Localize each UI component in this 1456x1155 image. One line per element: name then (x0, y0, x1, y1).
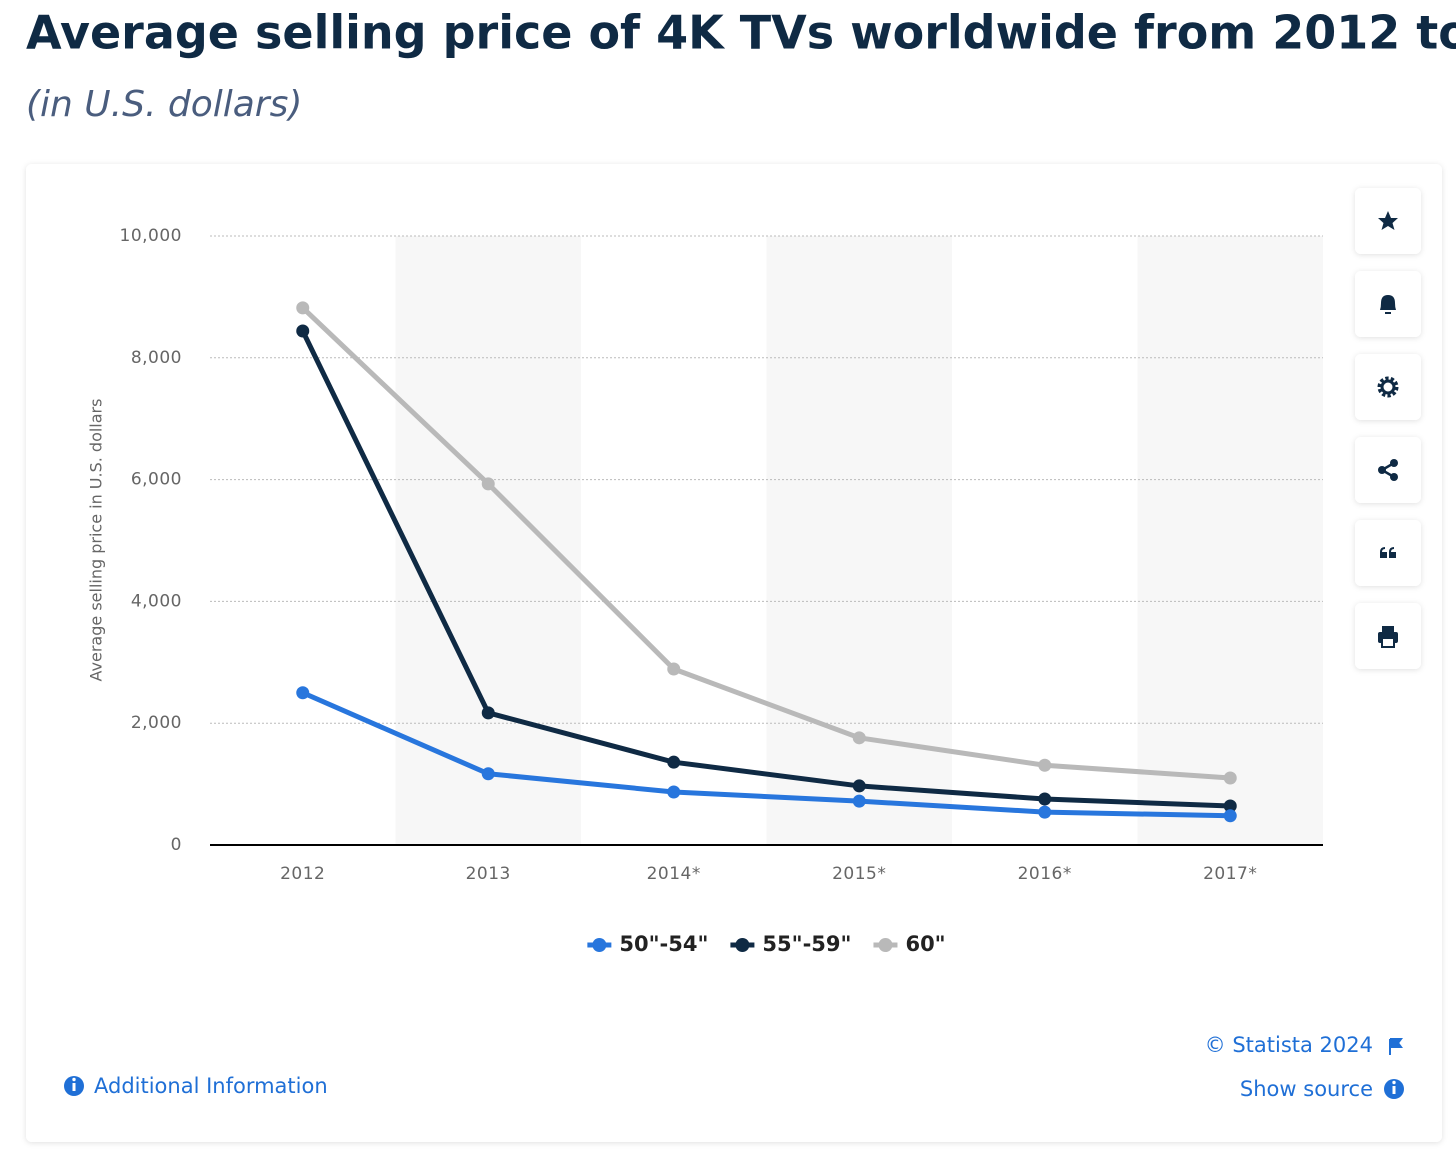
point (481, 706, 495, 720)
column-band (1137, 236, 1323, 845)
point (481, 477, 495, 491)
share-button[interactable] (1355, 437, 1421, 503)
series (296, 324, 1237, 813)
point (667, 785, 681, 799)
line (301, 306, 1231, 781)
point (1223, 771, 1237, 785)
additional-info[interactable]: Additional Information (94, 1074, 328, 1098)
y-tick-label: 6,000 (131, 470, 182, 490)
show-source[interactable]: Show source (1240, 1077, 1373, 1101)
copyright[interactable]: © Statista 2024 (1205, 1033, 1373, 1057)
point (1038, 805, 1052, 819)
point (296, 324, 310, 338)
point (667, 662, 681, 676)
x-tick-label: 2013 (466, 864, 511, 884)
column-band (766, 236, 952, 845)
x-tick-label: 2016* (1018, 864, 1072, 884)
x-tick-label: 2015* (832, 864, 886, 884)
point (296, 301, 310, 315)
flag-icon[interactable] (1389, 1038, 1403, 1055)
legend: 50"-54" 55"-59" 60" (587, 932, 946, 956)
point (852, 779, 866, 793)
y-tick-label: 2,000 (131, 713, 182, 733)
column-band (395, 236, 581, 845)
alert-button[interactable] (1355, 271, 1421, 337)
point (1223, 799, 1237, 813)
line (300, 329, 1231, 809)
legend-label: 55"-59" (762, 932, 851, 956)
settings-button[interactable] (1355, 354, 1421, 420)
legend-marker (592, 938, 607, 952)
x-tick-label: 2012 (280, 864, 325, 884)
y-tick-label: 0 (171, 835, 182, 855)
point (852, 794, 866, 808)
point (667, 755, 681, 769)
x-tick-label: 2017* (1203, 864, 1257, 884)
line (301, 690, 1231, 819)
point (1223, 809, 1237, 823)
legend-item: 60" (873, 932, 946, 956)
series (296, 301, 1237, 785)
favorite-button[interactable] (1355, 188, 1421, 254)
legend-marker (735, 938, 750, 952)
plot-area: 0 2,000 4,000 6,000 8,000 10,000 2012 2013 2014*… (120, 226, 1323, 884)
x-tick-label: 2014* (647, 864, 701, 884)
point (481, 767, 495, 781)
legend-label: 50"-54" (619, 932, 708, 956)
legend-item: 55"-59" (730, 932, 851, 956)
legend-label: 60" (905, 932, 945, 956)
y-tick-label: 10,000 (120, 226, 182, 246)
series (296, 686, 1237, 823)
point (296, 686, 310, 700)
cite-button[interactable] (1355, 520, 1421, 586)
legend-item: 50"-54" (587, 932, 708, 956)
point (1038, 758, 1052, 772)
y-axis-label: Average selling price in U.S. dollars (87, 399, 106, 682)
toolbar (1355, 188, 1421, 669)
chart-subtitle: (in U.S. dollars) (26, 84, 302, 125)
card (26, 164, 1442, 1142)
y-tick-label: 8,000 (131, 348, 182, 368)
chart-title: Average selling price of 4K TVs worldwid… (26, 6, 1456, 60)
legend-marker (878, 938, 893, 952)
y-tick-label: 4,000 (131, 591, 182, 611)
point (1038, 792, 1052, 806)
point (852, 731, 866, 745)
print-button[interactable] (1355, 603, 1421, 669)
